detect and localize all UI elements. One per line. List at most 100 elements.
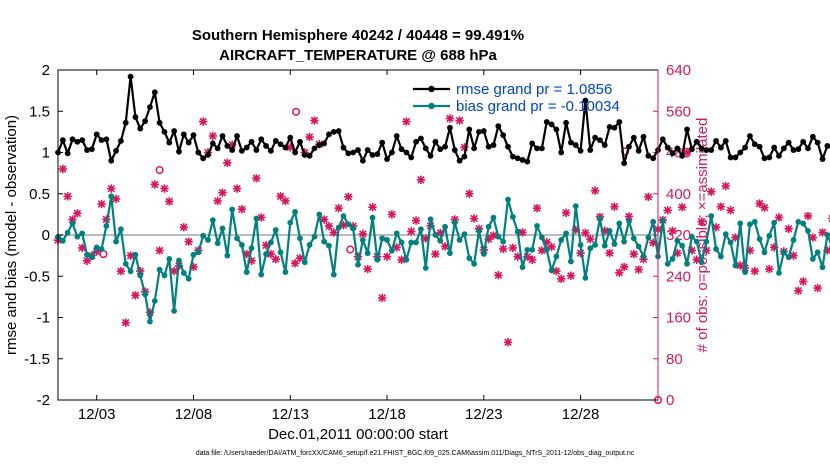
bias-point: [679, 242, 686, 249]
obs-assimilated-marker: [155, 246, 164, 255]
obs-assimilated-marker: [818, 228, 827, 237]
rmse-point: [630, 134, 637, 141]
bias-point: [509, 213, 516, 220]
rmse-point: [529, 140, 536, 147]
obs-assimilated-marker: [407, 227, 416, 236]
obs-assimilated-marker: [402, 117, 411, 126]
bias-point: [427, 216, 434, 223]
rmse-point: [301, 152, 308, 158]
bias-point: [485, 223, 492, 230]
bias-point: [693, 238, 700, 245]
bias-point: [587, 245, 594, 252]
bias-point: [524, 246, 531, 253]
y-tick-label: -1: [37, 310, 50, 327]
obs-assimilated-marker: [445, 114, 455, 123]
bias-point: [519, 264, 526, 271]
bias-point: [219, 225, 226, 232]
rmse-point: [393, 133, 400, 139]
legend-rmse-marker: [428, 85, 435, 93]
rmse-point: [64, 150, 71, 157]
obs-assimilated-marker: [218, 188, 227, 197]
bias-point: [142, 291, 148, 298]
bias-point: [355, 261, 361, 268]
rmse-point: [229, 147, 236, 153]
obs-assimilated-marker: [726, 206, 735, 215]
obs-assimilated-marker: [281, 196, 290, 206]
rmse-point: [819, 156, 826, 163]
obs-assimilated-marker: [121, 318, 130, 327]
rmse-point: [795, 146, 802, 153]
obs-assimilated-marker: [232, 184, 242, 193]
rmse-point: [248, 138, 255, 145]
rmse-point: [132, 114, 139, 120]
obs-assimilated-marker: [469, 214, 479, 223]
obs-assimilated-marker: [460, 143, 469, 152]
bias-point: [543, 246, 550, 253]
rmse-point: [534, 145, 540, 152]
obs-assimilated-marker: [716, 202, 726, 211]
rmse-point: [761, 155, 768, 162]
obs-assimilated-marker: [590, 186, 600, 195]
rmse-point: [553, 126, 560, 133]
obs-assimilated-marker: [440, 242, 450, 251]
rmse-point: [108, 157, 115, 164]
obs-assimilated-marker: [537, 246, 547, 255]
bias-point: [79, 230, 86, 237]
rmse-point: [635, 147, 642, 154]
rmse-point: [374, 151, 381, 158]
obs-assimilated-marker: [368, 202, 377, 212]
bias-point: [287, 219, 294, 226]
rmse-point: [722, 138, 729, 144]
obs-assimilated-marker: [615, 268, 624, 277]
obs-assimilated-marker: [581, 228, 590, 238]
bias-point: [514, 228, 521, 235]
obs-assimilated-marker: [465, 189, 474, 198]
obs-assimilated-marker: [111, 194, 121, 204]
rmse-point: [103, 136, 110, 143]
rmse-point: [621, 160, 628, 167]
x-axis-label: Dec.01,2011 00:00:00 start: [268, 426, 448, 443]
rmse-point: [490, 142, 497, 148]
bias-point: [64, 229, 71, 236]
bias-point: [369, 214, 376, 221]
rmse-point: [388, 149, 395, 156]
rmse-point: [800, 138, 807, 145]
rmse-point: [572, 142, 579, 148]
bias-point: [147, 318, 153, 325]
rmse-point: [161, 128, 168, 135]
obs-assimilated-marker: [77, 243, 87, 253]
legend-rmse-label: rmse grand pr = 1.0856: [456, 81, 612, 98]
rmse-point: [713, 138, 719, 144]
rmse-point: [258, 136, 265, 143]
bias-point: [800, 220, 807, 227]
obs-assimilated-marker: [697, 217, 706, 226]
obs-assimilated-marker: [648, 238, 658, 247]
bias-point: [59, 237, 66, 244]
obs-assimilated-marker: [774, 213, 784, 222]
x-tick-label: 12/23: [465, 406, 503, 423]
rmse-point: [747, 133, 753, 139]
bias-point: [732, 262, 739, 269]
bias-point: [88, 254, 95, 261]
rmse-point: [432, 138, 439, 145]
rmse-point: [659, 136, 666, 143]
obs-assimilated-marker: [711, 223, 721, 232]
bias-point: [432, 232, 439, 238]
bias-point: [747, 221, 753, 228]
rmse-point: [587, 147, 594, 153]
rmse-point: [156, 119, 163, 126]
y-right-tick-label: 160: [666, 310, 691, 327]
bias-point: [805, 227, 811, 234]
rmse-point: [611, 124, 618, 131]
rmse-point: [592, 134, 598, 141]
bias-point: [703, 238, 710, 245]
bias-point: [364, 250, 371, 257]
rmse-point: [205, 152, 211, 158]
y-tick-label: 0: [42, 227, 50, 244]
bias-point: [563, 230, 569, 237]
rmse-point: [69, 136, 76, 143]
rmse-point: [771, 144, 778, 151]
bias-point: [819, 264, 826, 271]
bias-point: [495, 233, 502, 240]
rmse-point: [214, 145, 221, 152]
